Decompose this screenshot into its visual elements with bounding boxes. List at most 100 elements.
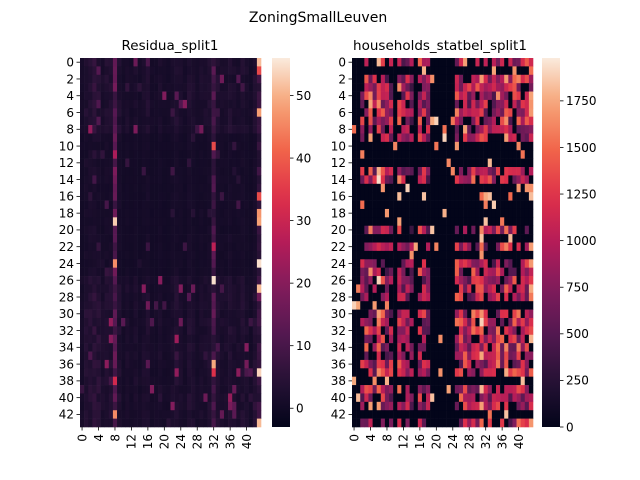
heatmap-cell bbox=[483, 158, 489, 168]
heatmap-cell bbox=[421, 359, 427, 369]
heatmap-cell bbox=[178, 116, 184, 126]
heatmap-cell bbox=[475, 175, 480, 185]
heatmap-cell bbox=[421, 418, 427, 428]
heatmap-cell bbox=[405, 359, 410, 369]
heatmap-cell bbox=[125, 200, 130, 210]
heatmap-cell bbox=[199, 242, 204, 252]
heatmap-cell bbox=[372, 83, 377, 92]
heatmap-cell bbox=[458, 225, 464, 235]
heatmap-cell bbox=[458, 200, 464, 210]
heatmap-cell bbox=[405, 292, 410, 302]
heatmap-cell bbox=[133, 401, 138, 411]
heatmap-cell bbox=[516, 99, 521, 109]
heatmap-cell bbox=[219, 200, 225, 210]
heatmap-cell bbox=[215, 74, 221, 84]
heatmap-cell bbox=[129, 401, 134, 411]
heatmap-cell bbox=[401, 183, 406, 193]
heatmap-cell bbox=[117, 359, 122, 369]
heatmap-cell bbox=[364, 234, 369, 243]
heatmap-cell bbox=[430, 359, 435, 369]
heatmap-cell bbox=[364, 368, 369, 377]
heatmap-cell bbox=[458, 74, 464, 84]
heatmap-cell bbox=[528, 200, 534, 210]
heatmap-cell bbox=[244, 133, 249, 143]
heatmap-cell bbox=[524, 91, 530, 101]
heatmap-cell bbox=[154, 276, 159, 285]
heatmap-cell bbox=[500, 267, 505, 277]
heatmap-cell bbox=[360, 66, 365, 76]
heatmap-cell bbox=[352, 133, 357, 143]
heatmap-cell bbox=[475, 133, 480, 143]
heatmap-cell bbox=[228, 66, 233, 76]
heatmap-cell bbox=[170, 91, 175, 101]
heatmap-cell bbox=[215, 125, 221, 134]
heatmap-cell bbox=[401, 292, 406, 302]
heatmap-cell bbox=[232, 91, 237, 101]
heatmap-cell bbox=[475, 368, 480, 377]
heatmap-cell bbox=[96, 301, 101, 310]
heatmap-cell bbox=[219, 368, 225, 377]
heatmap-cell bbox=[223, 99, 229, 109]
heatmap-cell bbox=[446, 259, 452, 268]
heatmap-cell bbox=[121, 91, 126, 101]
heatmap-cell bbox=[384, 359, 390, 369]
heatmap-cell bbox=[413, 385, 419, 394]
heatmap-cell bbox=[100, 376, 105, 386]
heatmap-cell bbox=[252, 410, 258, 419]
heatmap-cell bbox=[117, 301, 122, 310]
heatmap-cell bbox=[154, 376, 159, 386]
heatmap-cell bbox=[129, 167, 134, 176]
heatmap-cell bbox=[384, 250, 390, 260]
heatmap-cell bbox=[252, 343, 258, 352]
heatmap-cell bbox=[154, 91, 159, 101]
heatmap-cell bbox=[232, 267, 237, 277]
x-tick-label: 8 bbox=[108, 434, 122, 442]
heatmap-cell bbox=[483, 66, 489, 76]
heatmap-cell bbox=[393, 208, 398, 218]
heatmap-cell bbox=[256, 343, 262, 352]
heatmap-cell bbox=[162, 83, 167, 92]
heatmap-cell bbox=[100, 309, 105, 319]
heatmap-cell bbox=[528, 91, 534, 101]
heatmap-cell bbox=[356, 393, 361, 403]
heatmap-cell bbox=[508, 74, 513, 84]
heatmap-cell bbox=[389, 58, 394, 67]
heatmap-cell bbox=[215, 150, 221, 159]
heatmap-cell bbox=[520, 292, 526, 302]
heatmap-cell bbox=[149, 133, 155, 143]
heatmap-cell bbox=[137, 359, 142, 369]
heatmap-cell bbox=[195, 250, 200, 260]
heatmap-cell bbox=[434, 410, 439, 419]
heatmap-cell bbox=[149, 158, 155, 168]
heatmap-cell bbox=[215, 83, 221, 92]
heatmap-cell bbox=[434, 309, 439, 319]
heatmap-cell bbox=[524, 150, 530, 159]
heatmap-cell bbox=[256, 292, 262, 302]
heatmap-cell bbox=[244, 376, 249, 386]
heatmap-cell bbox=[458, 401, 464, 411]
heatmap-cell bbox=[397, 343, 402, 352]
heatmap-cell bbox=[199, 208, 204, 218]
heatmap-cell bbox=[471, 334, 476, 344]
heatmap-cell bbox=[100, 334, 105, 344]
heatmap-cell bbox=[215, 359, 221, 369]
heatmap-cell bbox=[430, 385, 435, 394]
heatmap-cell bbox=[195, 301, 200, 310]
heatmap-cell bbox=[442, 410, 447, 419]
heatmap-cell bbox=[170, 200, 175, 210]
heatmap-cell bbox=[426, 133, 431, 143]
heatmap-cell bbox=[244, 301, 249, 310]
heatmap-cell bbox=[174, 292, 180, 302]
heatmap-cell bbox=[215, 259, 221, 268]
heatmap-cell bbox=[397, 317, 402, 327]
heatmap-cell bbox=[162, 183, 167, 193]
heatmap-cell bbox=[487, 242, 493, 252]
heatmap-cell bbox=[471, 83, 476, 92]
heatmap-cell bbox=[463, 133, 468, 143]
heatmap-cell bbox=[475, 158, 480, 168]
heatmap-cell bbox=[145, 66, 151, 76]
heatmap-cell bbox=[248, 292, 254, 302]
heatmap-cell bbox=[207, 208, 212, 218]
heatmap-cell bbox=[88, 167, 93, 176]
heatmap-cell bbox=[471, 125, 476, 134]
